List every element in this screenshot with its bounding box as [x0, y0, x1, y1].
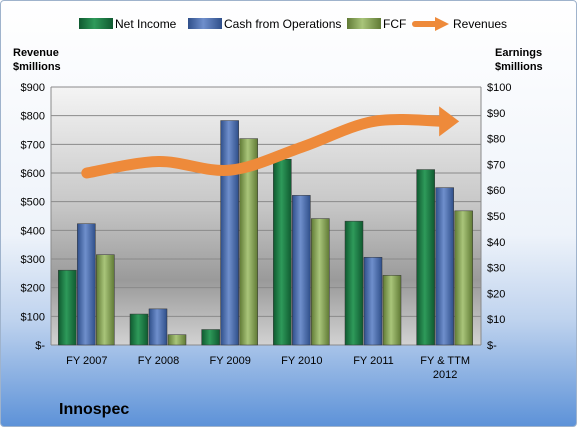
right-tick-label: $10 [487, 314, 505, 326]
bar-net-income-fy-2008 [129, 313, 149, 346]
bar-net-income-fy-2011 [344, 220, 364, 346]
left-tick-label: $100 [21, 311, 45, 323]
bar-cash-from-operations-fy-2007 [77, 223, 96, 346]
right-tick-label: $90 [487, 108, 505, 120]
category-label-fy-2007: FY 2007 [66, 355, 107, 367]
right-tick-label: $60 [487, 185, 505, 197]
bar-net-income-fy-2007 [58, 269, 77, 346]
legend-swatch-revenues [412, 17, 449, 31]
bar-fcf-fy-2010 [311, 218, 330, 346]
bar-cash-from-operations-fy-ttm-2012 [435, 187, 454, 346]
right-axis-ticks: $- $10 $20 $30 $40 $50 $60 $70 $80 $90 $100 [487, 82, 511, 352]
bar-fcf-fy-ttm-2012 [454, 210, 473, 346]
left-axis-title-line-2: $millions [13, 61, 61, 73]
category-label-fy-2009: FY 2009 [209, 355, 250, 367]
left-tick-label: $900 [21, 82, 45, 94]
legend-label-fcf: FCF [383, 17, 406, 31]
right-tick-label: $80 [487, 134, 505, 146]
company-label: Innospec [59, 401, 129, 418]
right-tick-label: $20 [487, 288, 505, 300]
legend-swatch-cash-from-operations [188, 18, 222, 29]
right-tick-label: $100 [487, 82, 511, 94]
legend-label-revenues: Revenues [453, 17, 507, 31]
right-tick-label: $40 [487, 237, 505, 249]
category-label-fy-2010: FY 2010 [281, 355, 322, 367]
bar-fcf-fy-2007 [96, 254, 115, 346]
plot-area [51, 87, 481, 345]
left-axis-ticks: $- $100 $200 $300 $400 $500 $600 $700 $800 $900 [21, 82, 46, 352]
left-tick-label: $200 [21, 283, 45, 295]
left-tick-label: $500 [21, 197, 45, 209]
right-tick-label: $70 [487, 159, 505, 171]
right-axis-title-line-1: Earnings [495, 47, 542, 59]
legend-label-cash-from-operations: Cash from Operations [224, 17, 341, 31]
left-tick-label: $- [35, 340, 45, 352]
legend: Net Income Cash from Operations FCF Reve… [79, 17, 507, 31]
bar-fcf-fy-2011 [382, 275, 402, 346]
bar-net-income-fy-ttm-2012 [416, 169, 435, 346]
legend-label-net-income: Net Income [115, 17, 177, 31]
bar-fcf-fy-2008 [167, 334, 187, 346]
left-tick-label: $300 [21, 254, 45, 266]
category-labels: FY 2007 FY 2008 FY 2009 FY 2010 FY 2011 FY & … [66, 355, 470, 381]
bar-cash-from-operations-fy-2010 [292, 195, 311, 346]
left-tick-label: $800 [21, 111, 45, 123]
left-tick-label: $700 [21, 139, 45, 151]
category-label-fy-2011: FY 2011 [353, 355, 394, 367]
bar-net-income-fy-2009 [201, 329, 220, 346]
right-axis-title-line-2: $millions [495, 61, 543, 73]
left-tick-label: $600 [21, 168, 45, 180]
revenue-line [81, 106, 460, 179]
bar-fcf-fy-2009 [239, 138, 258, 346]
right-tick-label: $- [487, 340, 497, 352]
left-axis-title-line-1: Revenue [13, 47, 59, 59]
legend-swatch-net-income [79, 18, 113, 29]
bar-cash-from-operations-fy-2009 [220, 120, 239, 346]
bar-cash-from-operations-fy-2011 [363, 257, 383, 346]
right-tick-label: $30 [487, 263, 505, 275]
bar-cash-from-operations-fy-2008 [148, 308, 168, 346]
bar-net-income-fy-2010 [273, 158, 292, 346]
right-tick-label: $50 [487, 211, 505, 223]
category-label-fy-ttm-2012: FY & TTM 2012 [420, 355, 470, 381]
legend-swatch-fcf [347, 18, 381, 29]
bars [58, 120, 473, 346]
revenue-line-path [81, 113, 451, 179]
left-tick-label: $400 [21, 225, 45, 237]
category-label-fy-2008: FY 2008 [138, 355, 179, 367]
revenue-line-arrowhead [439, 106, 460, 137]
